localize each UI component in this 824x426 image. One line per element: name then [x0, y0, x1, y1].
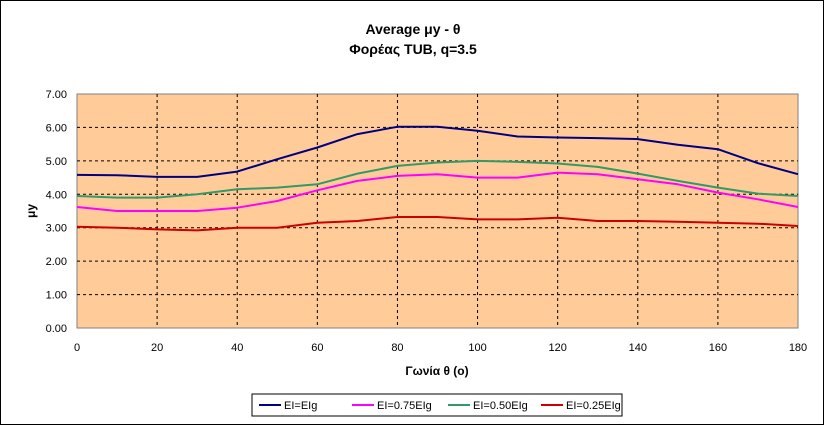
y-tick-label: 7.00 [46, 89, 67, 101]
legend-label: EI=EIg [284, 400, 317, 412]
legend-label: EI=0.25EIg [566, 400, 621, 412]
series-line [76, 125, 799, 178]
legend-label: EI=0.75EIg [377, 400, 432, 412]
x-tick-label: 140 [629, 342, 647, 354]
series-line [76, 159, 799, 199]
y-tick-label: 0.00 [46, 323, 67, 335]
tick-labels: 0.00 1.00 2.00 3.00 4.00 5.00 6.00 7.00 0 20 40 60 8… [46, 89, 808, 354]
series-lines [76, 125, 799, 232]
legend-box [251, 393, 623, 417]
y-tick-label: 1.00 [46, 290, 67, 302]
x-axis-title: Γωνία θ (o) [405, 364, 468, 378]
y-tick-label: 6.00 [46, 122, 67, 134]
x-tick-label: 120 [548, 342, 566, 354]
series-line [76, 216, 799, 232]
x-tick-label: 160 [709, 342, 727, 354]
x-tick-label: 100 [468, 342, 486, 354]
grid-lines [77, 94, 798, 328]
x-tick-label: 20 [151, 342, 163, 354]
x-tick-label: 80 [391, 342, 403, 354]
chart-title: Average μy - θ [366, 21, 461, 37]
y-tick-label: 5.00 [46, 156, 67, 168]
y-tick-label: 2.00 [46, 256, 67, 268]
chart-subtitle: Φορέας TUB, q=3.5 [349, 41, 477, 57]
x-tick-label: 40 [231, 342, 243, 354]
legend: EI=EIg EI=0.75EIg EI=0.50EIg EI=0.25EIg [251, 393, 623, 417]
y-tick-label: 4.00 [46, 189, 67, 201]
x-tick-label: 0 [74, 342, 80, 354]
x-tick-label: 60 [311, 342, 323, 354]
y-tick-label: 3.00 [46, 223, 67, 235]
x-tick-label: 180 [789, 342, 807, 354]
legend-label: EI=0.50EIg [473, 400, 528, 412]
series-line [76, 171, 799, 212]
y-axis-title: μy [24, 204, 38, 218]
